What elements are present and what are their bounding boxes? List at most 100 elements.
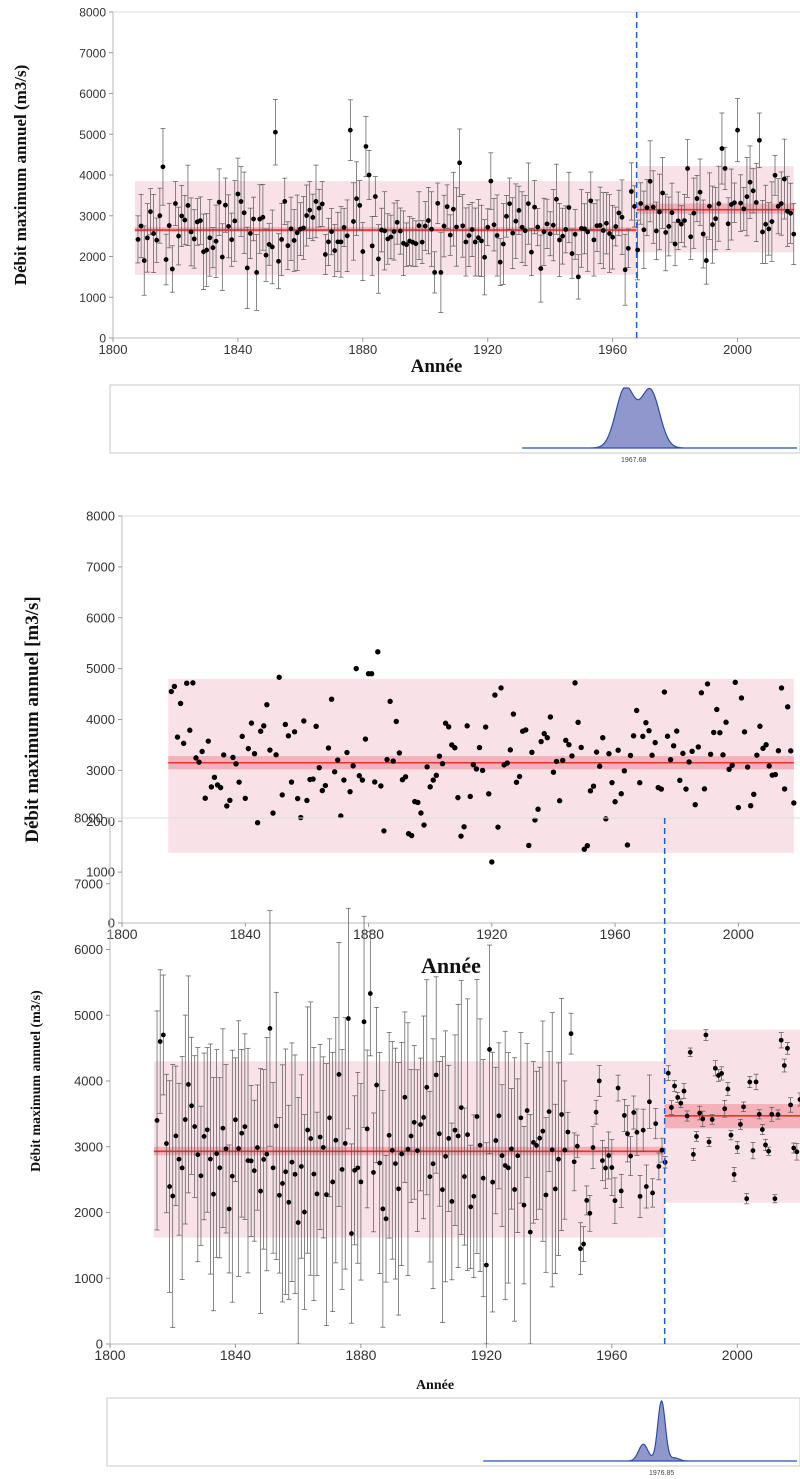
data-point [560, 233, 566, 239]
data-point [332, 248, 338, 253]
data-point [575, 719, 581, 725]
data-point [248, 230, 253, 236]
data-point [470, 761, 477, 768]
data-point [375, 649, 381, 655]
data-point [464, 723, 470, 729]
data-point [367, 991, 373, 996]
data-point [754, 752, 760, 758]
data-point [603, 1165, 608, 1171]
data-point [176, 1156, 182, 1162]
data-point [173, 201, 178, 206]
data-point [619, 214, 625, 220]
data-point [788, 210, 794, 216]
data-point [236, 779, 242, 785]
data-point [393, 1161, 398, 1167]
data-point [457, 160, 463, 166]
data-point [294, 795, 301, 802]
data-point [186, 1081, 191, 1087]
data-point [675, 1095, 681, 1100]
y-tick-label: 3000 [86, 763, 115, 778]
data-point [704, 681, 711, 687]
data-point [440, 1187, 445, 1193]
data-point [562, 1147, 568, 1153]
data-point [441, 223, 447, 229]
data-point [468, 1204, 474, 1210]
data-point [248, 1158, 254, 1164]
data-point [687, 1049, 693, 1055]
data-point [556, 798, 563, 804]
data-point [566, 742, 572, 748]
data-point [210, 245, 216, 251]
data-point [198, 1173, 204, 1179]
data-point [217, 1165, 223, 1171]
data-point [190, 680, 196, 686]
data-point [211, 1191, 216, 1197]
data-point [760, 229, 765, 235]
data-point [711, 729, 717, 736]
data-point [433, 1072, 439, 1078]
data-point [482, 254, 488, 260]
data-point [360, 249, 366, 254]
data-point [313, 199, 319, 204]
data-point [263, 252, 269, 258]
data-point [322, 252, 328, 257]
data-point [552, 1186, 558, 1192]
data-point [703, 258, 709, 263]
data-point [141, 258, 147, 263]
data-point [325, 745, 332, 751]
data-point [521, 1202, 527, 1208]
data-point [763, 1142, 768, 1148]
data-point [653, 1121, 659, 1127]
data-point [769, 1111, 775, 1117]
data-point [393, 718, 399, 725]
data-point [726, 766, 732, 772]
data-point [584, 842, 591, 849]
data-point [362, 736, 369, 742]
data-point [544, 734, 550, 741]
data-point [504, 213, 509, 219]
data-point [189, 1103, 194, 1109]
data-point [524, 1108, 530, 1113]
data-point [421, 822, 427, 828]
data-point [496, 1113, 502, 1119]
x-tick-label: 1880 [348, 342, 377, 357]
data-point [669, 210, 675, 216]
data-point [442, 720, 449, 726]
x-tick-label: 1960 [598, 342, 627, 357]
data-point [476, 744, 483, 751]
data-point [494, 233, 500, 238]
data-point [538, 266, 544, 271]
data-point [637, 780, 643, 786]
data-point [794, 1149, 800, 1155]
data-point [188, 229, 194, 235]
data-point [647, 1099, 652, 1105]
data-point [279, 236, 285, 242]
data-point [207, 1156, 213, 1162]
data-point [483, 1262, 489, 1268]
data-point [396, 750, 403, 756]
y-tick-label: 4000 [74, 1074, 103, 1089]
data-point [735, 804, 742, 811]
change-point-density: 1976.85 [106, 1397, 800, 1477]
data-point [238, 199, 244, 204]
data-point [653, 228, 659, 234]
data-point [383, 1216, 389, 1222]
data-point [257, 728, 264, 734]
data-point [741, 729, 748, 735]
data-point [138, 223, 144, 229]
data-point [211, 774, 218, 781]
data-point [368, 671, 375, 677]
data-point [519, 224, 525, 230]
data-point [615, 1085, 621, 1091]
data-point [510, 230, 516, 236]
data-point [486, 791, 492, 797]
data-point [205, 738, 211, 744]
data-point [374, 1082, 379, 1088]
y-tick-label: 4000 [79, 169, 106, 183]
data-point [757, 723, 763, 729]
data-point [331, 769, 338, 775]
data-point [505, 1165, 511, 1171]
data-point [226, 1206, 232, 1212]
data-point [750, 188, 756, 194]
